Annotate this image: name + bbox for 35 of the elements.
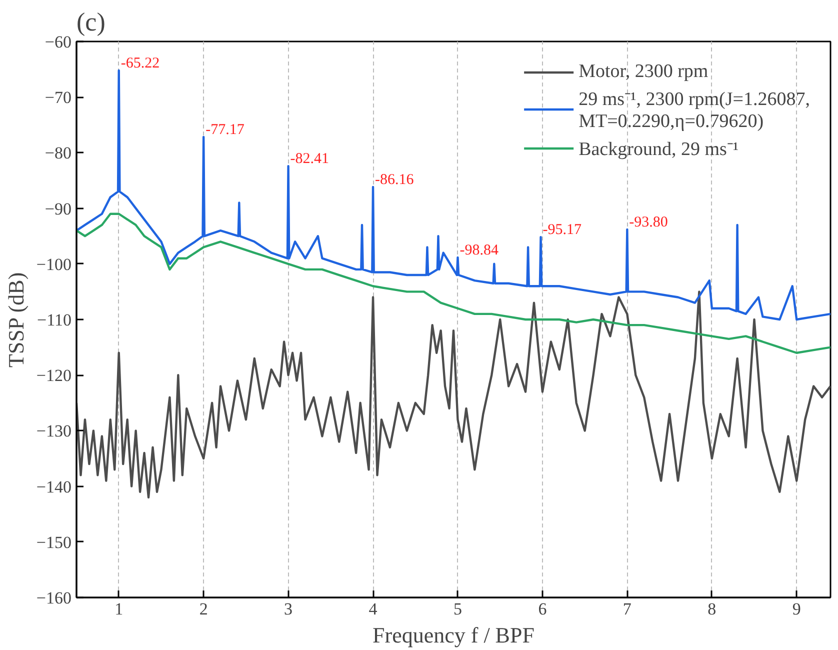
x-tick-label: 4 [368, 600, 378, 618]
y-tick-label: −100 [36, 254, 72, 274]
annotation: -65.22 [120, 56, 160, 72]
annotation: -86.16 [375, 172, 414, 188]
y-tick-label: −120 [36, 366, 72, 386]
legend-label: 29 ms⁻¹, 2300 rpm(J=1.26087, MT=0.2290,η=0.79620) [578, 88, 810, 133]
y-tick-label: −130 [36, 422, 72, 441]
y-axis-title: TSSP (dB) [3, 272, 28, 368]
x-tick-label: 7 [622, 600, 632, 618]
y-tick-label: −150 [36, 532, 72, 552]
x-axis-title: Frequency f / BPF [372, 622, 534, 648]
y-tick-label: −60 [44, 32, 72, 52]
line-series [76, 290, 830, 499]
annotation: -77.17 [206, 122, 245, 138]
y-tick-label: −110 [37, 310, 72, 330]
annotation: -98.84 [460, 242, 499, 258]
annotation: -82.41 [290, 151, 330, 168]
x-tick-label: 1 [114, 600, 124, 618]
y-tick-label: −90 [44, 199, 72, 218]
y-tick-label: −80 [44, 144, 72, 163]
legend-label: Background, 29 ms⁻¹ [578, 138, 739, 161]
x-tick-label: 2 [199, 600, 208, 618]
y-tick-label: −140 [36, 477, 72, 496]
y-tick-label: −70 [44, 88, 72, 108]
line-series [76, 212, 830, 354]
annotation: -93.80 [629, 214, 668, 230]
x-tick-label: 5 [453, 600, 462, 618]
chart-title: (c) [76, 8, 106, 36]
x-tick-label: 9 [792, 600, 801, 618]
legend-label: Motor, 2300 rpm [578, 61, 708, 83]
annotation: -95.17 [542, 222, 582, 238]
x-tick-label: 8 [708, 600, 716, 618]
x-tick-label: 6 [538, 600, 547, 618]
y-tick-label: −160 [36, 588, 72, 608]
x-tick-label: 3 [284, 600, 293, 618]
